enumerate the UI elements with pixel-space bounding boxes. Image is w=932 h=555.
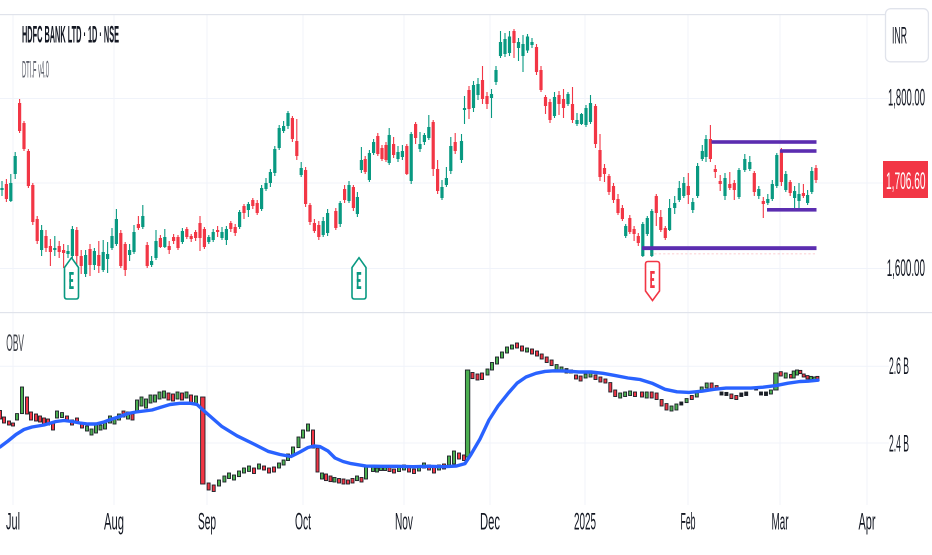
svg-text:Mar: Mar	[772, 509, 789, 536]
svg-text:OBV: OBV	[6, 330, 24, 357]
svg-text:DTI.F v4.0: DTI.F v4.0	[22, 57, 49, 84]
svg-text:2.6 B: 2.6 B	[889, 353, 909, 380]
svg-text:Feb: Feb	[681, 509, 696, 536]
svg-text:Sep: Sep	[198, 509, 216, 536]
svg-text:Aug: Aug	[104, 509, 124, 536]
svg-text:Jul: Jul	[6, 509, 20, 536]
svg-text:1,600.00: 1,600.00	[887, 255, 925, 282]
svg-text:Nov: Nov	[395, 509, 413, 536]
svg-text:1,800.00: 1,800.00	[888, 85, 925, 112]
svg-text:HDFC BANK LTD · 1D · NSE: HDFC BANK LTD · 1D · NSE	[22, 22, 119, 49]
svg-text:Oct: Oct	[295, 509, 311, 536]
svg-text:2.4 B: 2.4 B	[889, 431, 909, 458]
svg-text:2025: 2025	[574, 509, 596, 536]
svg-text:INR: INR	[892, 23, 907, 50]
svg-text:Apr: Apr	[859, 509, 876, 536]
svg-text:1,706.60: 1,706.60	[886, 168, 926, 195]
svg-text:Dec: Dec	[480, 509, 500, 536]
